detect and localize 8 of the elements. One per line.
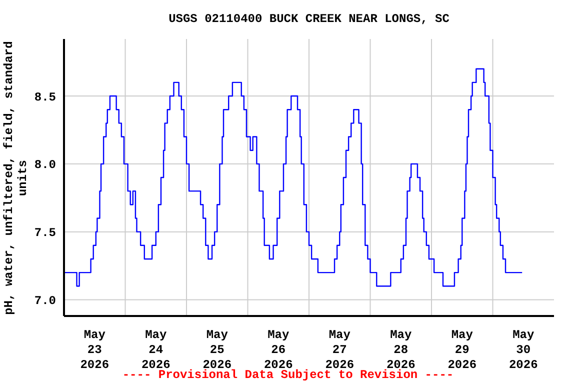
y-tick-label: 7.5 [34,226,56,240]
x-tick-label: May 23 2026 [80,328,110,372]
y-axis-title: pH, water, unfiltered, field, standard units [2,40,30,314]
y-tick-label: 8.5 [34,90,56,104]
x-tick-label: May 30 2026 [508,328,538,372]
y-tick-label: 8.0 [34,158,56,172]
chart-title: USGS 02110400 BUCK CREEK NEAR LONGS, SC [168,12,450,26]
y-tick-label: 7.0 [34,294,56,308]
